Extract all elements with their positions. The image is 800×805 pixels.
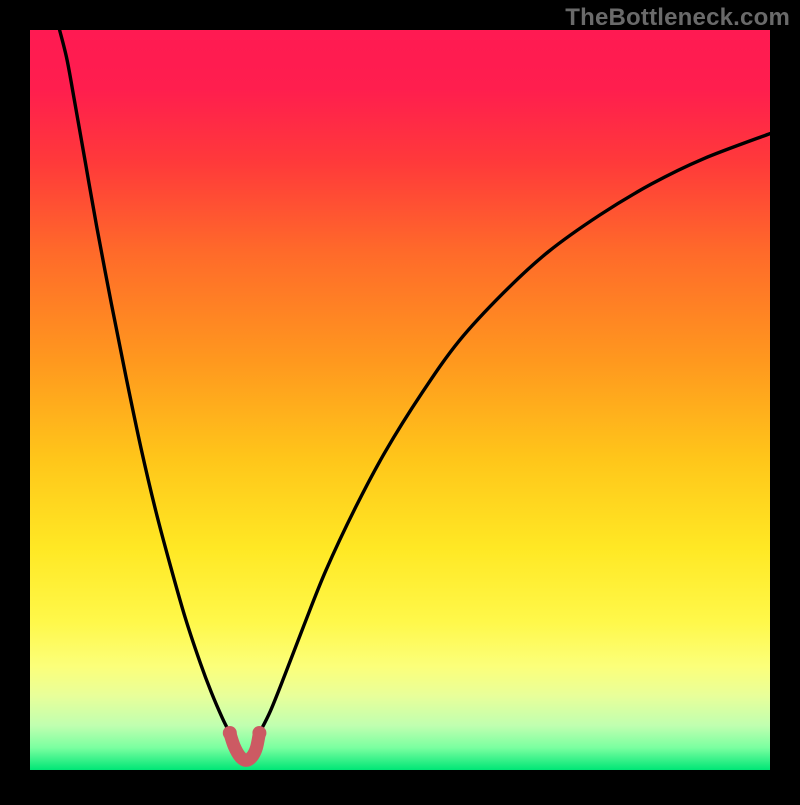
valley-endpoint-dot [252, 726, 266, 740]
valley-endpoint-dot [223, 726, 237, 740]
gradient-background [30, 30, 770, 770]
chart-svg [0, 0, 800, 800]
bottleneck-chart: TheBottleneck.com [0, 0, 800, 800]
watermark-text: TheBottleneck.com [565, 4, 790, 32]
